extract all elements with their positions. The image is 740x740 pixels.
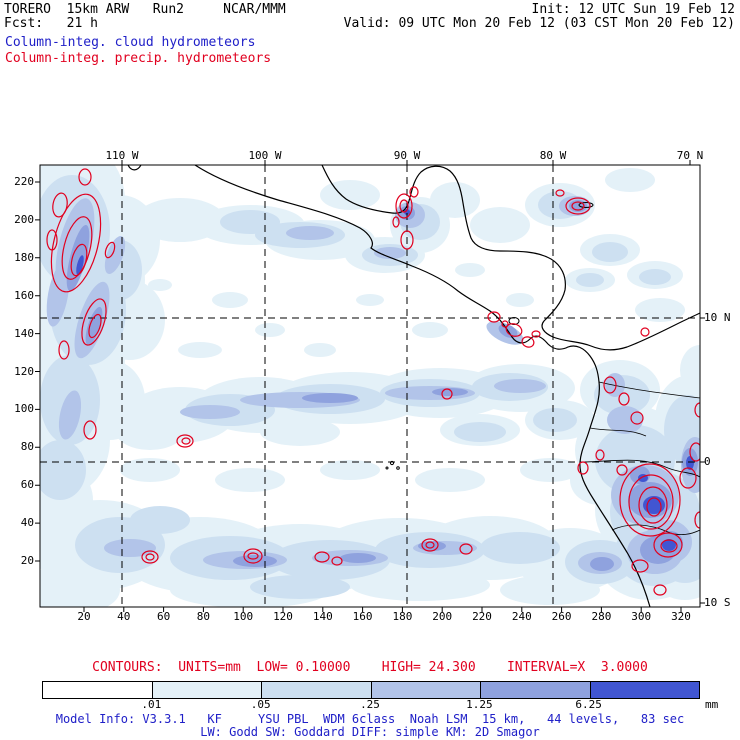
contour-info: CONTOURS: UNITS=mm LOW= 0.10000 HIGH= 24…: [92, 660, 648, 675]
precip-contours: [46, 168, 700, 596]
colorbar-segment: [590, 682, 699, 698]
axis-ticks: [35, 160, 705, 612]
colorbar-segment: [43, 682, 153, 698]
plot-frame: [39, 164, 701, 608]
colorbar-segment: [371, 682, 481, 698]
model-info-line2: LW: Godd SW: Goddard DIFF: simple KM: 2D…: [200, 725, 540, 739]
colorbar-units: mm: [705, 698, 719, 711]
forecast-hour: Fcst: 21 h: [4, 16, 98, 31]
lake-nicaragua: [508, 317, 520, 325]
init-time: Init: 12 UTC Sun 19 Feb 12: [531, 2, 736, 17]
cloud-shading: [40, 165, 700, 607]
colorbar-segment: [152, 682, 262, 698]
baja-tip: [127, 165, 142, 171]
valid-time: Valid: 09 UTC Mon 20 Feb 12 (03 CST Mon …: [343, 16, 735, 31]
colorbar: [42, 681, 700, 699]
model-info-line1: Model Info: V3.3.1 KF YSU PBL WDM 6class…: [55, 712, 685, 726]
gulf-caribbean-coastline: [321, 165, 700, 351]
field-label-cloud: Column-integ. cloud hydrometeors: [5, 35, 256, 50]
colorbar-segment: [262, 682, 372, 698]
jamaica-island: [578, 202, 594, 208]
model-title: TORERO 15km ARW Run2 NCAR/MMM: [4, 2, 286, 17]
galapagos-islands: [385, 460, 400, 470]
latlon-gridlines: [40, 165, 700, 607]
colorbar-segment: [481, 682, 591, 698]
field-label-precip: Column-integ. precip. hydrometeors: [5, 51, 272, 66]
